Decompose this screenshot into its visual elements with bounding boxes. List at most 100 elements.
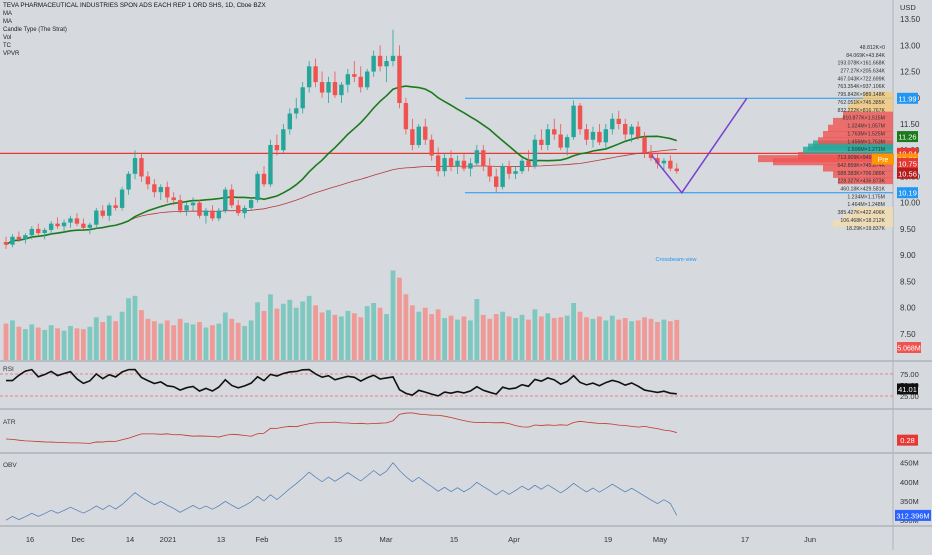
- candle-body: [145, 176, 151, 185]
- volume-bar: [642, 317, 647, 360]
- candle-body: [332, 82, 338, 96]
- volume-bar: [538, 316, 544, 360]
- volume-bar: [351, 313, 357, 360]
- candle-body: [410, 129, 415, 145]
- candle-body: [319, 82, 325, 93]
- candle-body: [190, 202, 196, 206]
- candle-body: [487, 165, 492, 177]
- volume-bar: [280, 303, 286, 360]
- legend-item-ma[interactable]: MA: [3, 19, 12, 25]
- vpvr-volume-label: 385.427K×422.406K: [838, 210, 886, 216]
- volume-bar: [100, 322, 106, 360]
- vpvr-bar: [843, 213, 893, 221]
- volume-bar: [197, 322, 202, 360]
- volume-bar: [106, 315, 112, 360]
- volume-bar: [422, 307, 428, 360]
- price-badge-label: 10.75: [898, 159, 917, 168]
- rsi-label: RSI: [3, 366, 14, 373]
- candle-body: [184, 205, 189, 211]
- price-badge-label: 11.26: [898, 133, 916, 142]
- volume-bar: [448, 315, 454, 360]
- volume-bar: [571, 303, 576, 360]
- symbol-title: TEVA PHARMACEUTICAL INDUSTRIES SPON ADS …: [3, 2, 266, 9]
- candle-body: [197, 202, 202, 216]
- time-axis-tick: Dec: [71, 535, 85, 544]
- volume-bar: [151, 321, 157, 360]
- candle-body: [597, 131, 602, 143]
- volume-bar: [403, 294, 409, 360]
- volume-bar: [61, 330, 67, 360]
- volume-bar: [513, 318, 518, 360]
- candle-body: [455, 160, 460, 166]
- legend-item-tc[interactable]: TC: [3, 43, 11, 49]
- legend-item-vpvr[interactable]: VPVR: [3, 51, 20, 57]
- atr-label: ATR: [3, 419, 16, 426]
- candle-body: [448, 158, 454, 166]
- volume-bar: [455, 319, 460, 360]
- volume-bar: [506, 316, 512, 360]
- price-axis-tick: 8.00: [900, 304, 916, 313]
- vpvr-volume-label: 763.354K×937.106K: [838, 84, 886, 90]
- vpvr-bar: [853, 98, 893, 106]
- vpvr-bar: [833, 220, 893, 228]
- price-badge-label: 11.99: [898, 94, 916, 103]
- volume-bar: [474, 299, 480, 360]
- volume-bar: [48, 325, 54, 360]
- candle-body: [435, 155, 441, 172]
- pre-badge: [872, 153, 894, 165]
- candle-body: [152, 184, 157, 193]
- volume-bar: [558, 317, 564, 360]
- candle-body: [3, 242, 9, 245]
- price-axis-tick: 9.00: [900, 251, 916, 260]
- price-axis-tick: 13.00: [900, 41, 921, 50]
- candle-body: [539, 139, 544, 145]
- candle-body: [236, 205, 241, 214]
- volume-bar: [461, 316, 467, 360]
- vpvr-bar: [863, 91, 893, 99]
- candle-body: [506, 165, 512, 174]
- candle-body: [165, 186, 170, 198]
- volume-bar: [493, 314, 499, 360]
- volume-bar: [132, 295, 138, 360]
- volume-bar: [371, 303, 377, 360]
- time-axis-tick: 14: [126, 535, 134, 544]
- volume-bar: [203, 327, 209, 360]
- candle-body: [345, 74, 351, 85]
- candle-body: [532, 139, 538, 166]
- volume-bar: [435, 309, 441, 360]
- volume-bar: [339, 316, 344, 360]
- candle-body: [390, 55, 396, 62]
- vpvr-bar: [823, 130, 893, 138]
- candle-body: [100, 210, 105, 216]
- ma-20-line: [5, 85, 678, 246]
- candle-body: [132, 158, 138, 174]
- candle-body: [42, 229, 47, 234]
- candle-body: [139, 158, 144, 177]
- price-badge: [897, 187, 918, 199]
- legend-item-ma[interactable]: MA: [3, 11, 12, 17]
- vpvr-volume-label: 48.812K×0: [860, 45, 885, 51]
- volume-bar: [564, 315, 570, 360]
- obv-value-label: 312.396M: [896, 511, 929, 520]
- candle-body: [365, 71, 370, 88]
- candle-body: [300, 87, 305, 109]
- volume-bar: [487, 318, 493, 360]
- legend-item-vol[interactable]: Vol: [3, 35, 12, 41]
- volume-bar: [229, 318, 235, 360]
- candle-body: [61, 222, 67, 227]
- candle-body: [119, 189, 125, 208]
- price-badge-label: 10.19: [898, 189, 917, 198]
- vpvr-volume-label: 1.324M×1.057M: [847, 124, 885, 130]
- price-axis-tick: 12.50: [900, 68, 921, 77]
- legend-item-candle-type[interactable]: Candle Type (The Strat): [3, 27, 67, 33]
- candle-body: [423, 126, 428, 140]
- volume-bar: [293, 307, 299, 360]
- vpvr-bar: [823, 164, 893, 172]
- price-axis-tick: 7.50: [900, 330, 916, 339]
- candle-body: [558, 134, 563, 148]
- obv-value-badge: [895, 509, 931, 521]
- volume-bar: [319, 312, 325, 360]
- candle-body: [442, 158, 447, 172]
